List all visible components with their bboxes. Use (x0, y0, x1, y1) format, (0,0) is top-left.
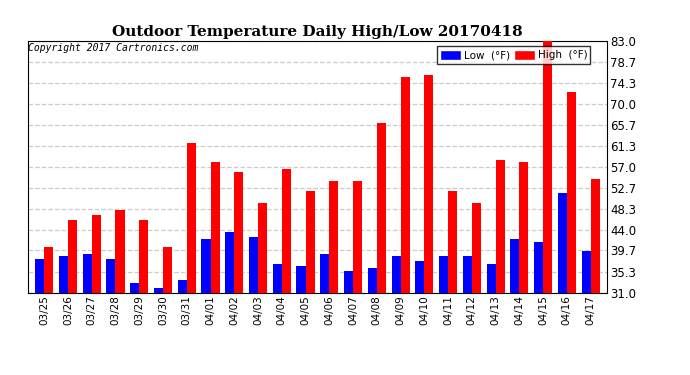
Bar (463, 256, 472, 292)
Bar (353, 182, 362, 292)
Bar (558, 194, 566, 292)
Bar (320, 254, 329, 292)
Bar (591, 179, 600, 292)
Bar (344, 271, 353, 292)
Bar (210, 162, 219, 292)
Bar (235, 172, 244, 292)
Bar (258, 203, 267, 292)
Bar (329, 182, 338, 292)
Bar (106, 259, 115, 292)
Bar (273, 264, 282, 292)
Bar (306, 191, 315, 292)
Bar (139, 220, 148, 292)
Bar (566, 92, 576, 292)
Bar (59, 256, 68, 292)
Bar (520, 162, 529, 292)
Bar (297, 266, 306, 292)
Bar (225, 232, 235, 292)
Bar (391, 256, 400, 292)
Bar (368, 268, 377, 292)
Bar (68, 220, 77, 292)
Bar (201, 239, 210, 292)
Bar (534, 242, 543, 292)
Bar (472, 203, 481, 292)
Bar (543, 41, 552, 292)
Bar (35, 259, 44, 292)
Bar (92, 215, 101, 292)
Bar (439, 256, 448, 292)
Bar (448, 191, 457, 292)
Bar (486, 264, 495, 292)
Bar (154, 288, 163, 292)
Bar (511, 239, 520, 292)
Bar (377, 123, 386, 292)
Bar (415, 261, 424, 292)
Bar (44, 247, 53, 292)
Legend: Low  (°F), High  (°F): Low (°F), High (°F) (437, 46, 591, 63)
Title: Outdoor Temperature Daily High/Low 20170418: Outdoor Temperature Daily High/Low 20170… (112, 25, 523, 39)
Bar (282, 169, 290, 292)
Bar (249, 237, 258, 292)
Bar (495, 160, 504, 292)
Bar (187, 143, 196, 292)
Bar (83, 254, 92, 292)
Bar (115, 210, 124, 292)
Bar (582, 251, 591, 292)
Bar (400, 78, 410, 292)
Bar (424, 75, 433, 292)
Bar (163, 247, 172, 292)
Text: Copyright 2017 Cartronics.com: Copyright 2017 Cartronics.com (28, 43, 198, 52)
Bar (178, 280, 187, 292)
Bar (130, 283, 139, 292)
